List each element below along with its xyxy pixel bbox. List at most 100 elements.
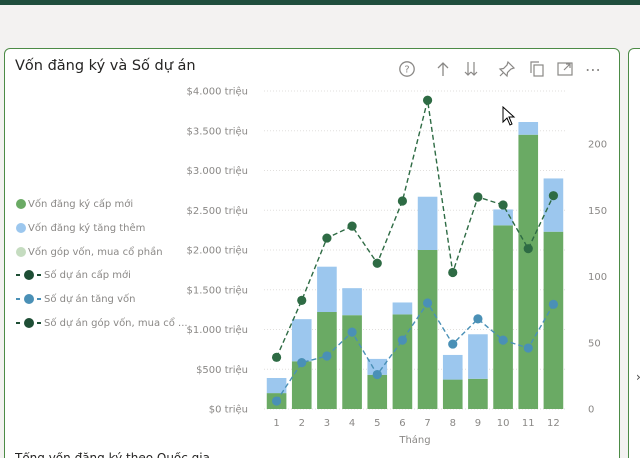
marker-new-projects xyxy=(397,196,408,206)
x-tick-label: 9 xyxy=(475,418,481,429)
y-left-tick-label: $1.500 triệu xyxy=(187,284,248,296)
legend-label: Vốn đăng ký tăng thêm xyxy=(28,222,146,234)
marker-new-projects xyxy=(297,295,307,305)
y-left-tick-label: $3.000 triệu xyxy=(187,165,248,177)
bar-added-capital xyxy=(442,354,463,380)
svg-text:?: ? xyxy=(404,65,409,76)
bar-new-capital xyxy=(543,231,564,409)
bar-new-capital xyxy=(367,374,388,409)
marker-added-projects xyxy=(448,339,458,349)
mouse-cursor-icon xyxy=(502,106,516,126)
legend-item-new-projects[interactable]: Số dự án cấp mới xyxy=(16,267,186,283)
marker-new-projects xyxy=(548,191,559,201)
legend-item-added-projects[interactable]: Số dự án tăng vốn xyxy=(16,291,186,307)
x-tick-label: 7 xyxy=(424,418,430,429)
next-visual-title: Tổng vốn đăng ký theo Quốc gia xyxy=(15,452,210,458)
bar-added-capital xyxy=(392,302,413,315)
x-tick-label: 11 xyxy=(522,418,535,429)
legend-item-equity-projects[interactable]: Số dự án góp vốn, mua cổ ... xyxy=(16,315,188,331)
x-tick-label: 1 xyxy=(273,418,279,429)
y-right-tick-label: 200 xyxy=(588,140,607,151)
y-left-tick-label: $0 triệu xyxy=(209,404,248,416)
copy-icon[interactable] xyxy=(526,58,548,80)
bar-new-capital xyxy=(417,250,438,409)
legend-marker xyxy=(16,223,26,233)
marker-added-projects xyxy=(498,335,508,345)
card-title: Vốn đăng ký và Số dự án xyxy=(15,58,196,74)
marker-new-projects xyxy=(271,352,282,362)
legend-marker xyxy=(16,269,42,281)
drill-up-icon[interactable] xyxy=(432,58,454,80)
y-left-tick-label: $2.000 triệu xyxy=(187,245,248,257)
marker-added-projects xyxy=(397,335,408,345)
x-tick-label: 6 xyxy=(399,418,405,429)
marker-added-projects xyxy=(523,343,533,353)
top-bar xyxy=(0,0,640,5)
x-tick-label: 12 xyxy=(547,418,560,429)
x-tick-label: 3 xyxy=(324,418,330,429)
marker-added-projects xyxy=(297,358,307,368)
x-tick-label: 4 xyxy=(349,418,355,429)
marker-new-projects xyxy=(347,221,357,231)
marker-added-projects xyxy=(422,298,433,308)
bar-added-capital xyxy=(266,377,287,394)
legend-label: Vốn đăng ký cấp mới xyxy=(28,198,134,210)
x-axis-title: Tháng xyxy=(398,434,430,446)
bar-new-capital xyxy=(342,315,362,409)
legend-item-equity-capital[interactable]: Vốn góp vốn, mua cổ phần xyxy=(16,244,186,260)
legend-label: Số dự án cấp mới xyxy=(44,269,131,281)
marker-added-projects xyxy=(548,299,559,309)
bar-added-capital xyxy=(342,288,362,316)
x-tick-label: 10 xyxy=(497,418,510,429)
y-left-tick-label: $4.000 triệu xyxy=(187,86,248,98)
y-left-tick-label: $2.500 triệu xyxy=(187,205,248,217)
marker-new-projects xyxy=(448,267,458,278)
marker-new-projects xyxy=(372,258,382,268)
bar-added-capital xyxy=(543,178,564,232)
y-left-tick-label: $1.000 triệu xyxy=(187,324,248,336)
y-right-tick-label: 150 xyxy=(588,206,607,217)
bar-new-capital xyxy=(518,134,539,409)
marker-added-projects xyxy=(372,369,382,380)
marker-added-projects xyxy=(271,396,282,406)
visual-card[interactable] xyxy=(4,48,620,458)
marker-new-projects xyxy=(422,95,433,105)
marker-new-projects xyxy=(322,233,332,243)
x-tick-label: 5 xyxy=(374,418,380,429)
y-left-tick-label: $500 triệu xyxy=(196,364,248,376)
legend-label: Số dự án góp vốn, mua cổ ... xyxy=(44,317,188,329)
x-tick-label: 2 xyxy=(299,418,305,429)
legend-marker xyxy=(16,317,42,329)
bar-new-capital xyxy=(442,379,463,409)
bar-added-capital xyxy=(291,319,312,362)
bar-added-capital xyxy=(417,196,438,250)
bar-new-capital xyxy=(392,314,413,409)
marker-added-projects xyxy=(347,327,357,337)
y-right-tick-label: 50 xyxy=(588,338,601,349)
legend-item-added-capital[interactable]: Vốn đăng ký tăng thêm xyxy=(16,220,186,236)
y-right-tick-label: 0 xyxy=(588,405,594,416)
bar-added-capital xyxy=(367,358,388,375)
bar-added-capital xyxy=(493,209,513,226)
legend-label: Số dự án tăng vốn xyxy=(44,293,136,305)
bar-new-capital xyxy=(468,378,488,409)
pin-icon[interactable] xyxy=(496,58,518,80)
marker-new-projects xyxy=(523,244,533,254)
legend-marker xyxy=(16,247,26,257)
marker-added-projects xyxy=(473,314,483,324)
focus-mode-icon[interactable] xyxy=(554,58,576,80)
more-options-icon[interactable]: ⋯ xyxy=(585,59,601,79)
drill-down-icon[interactable] xyxy=(460,58,482,80)
y-right-tick-label: 100 xyxy=(588,272,607,283)
adjacent-visual-card[interactable] xyxy=(628,48,640,458)
bar-added-capital xyxy=(317,266,337,313)
line-new-projects xyxy=(275,100,555,358)
help-icon[interactable]: ? xyxy=(396,58,418,80)
legend-item-new-capital[interactable]: Vốn đăng ký cấp mới xyxy=(16,196,186,212)
bar-new-capital xyxy=(291,361,312,409)
x-tick-label: 8 xyxy=(450,418,456,429)
bar-new-capital xyxy=(493,225,513,409)
bar-added-capital xyxy=(518,122,539,135)
y-left-tick-label: $3.500 triệu xyxy=(187,125,248,137)
